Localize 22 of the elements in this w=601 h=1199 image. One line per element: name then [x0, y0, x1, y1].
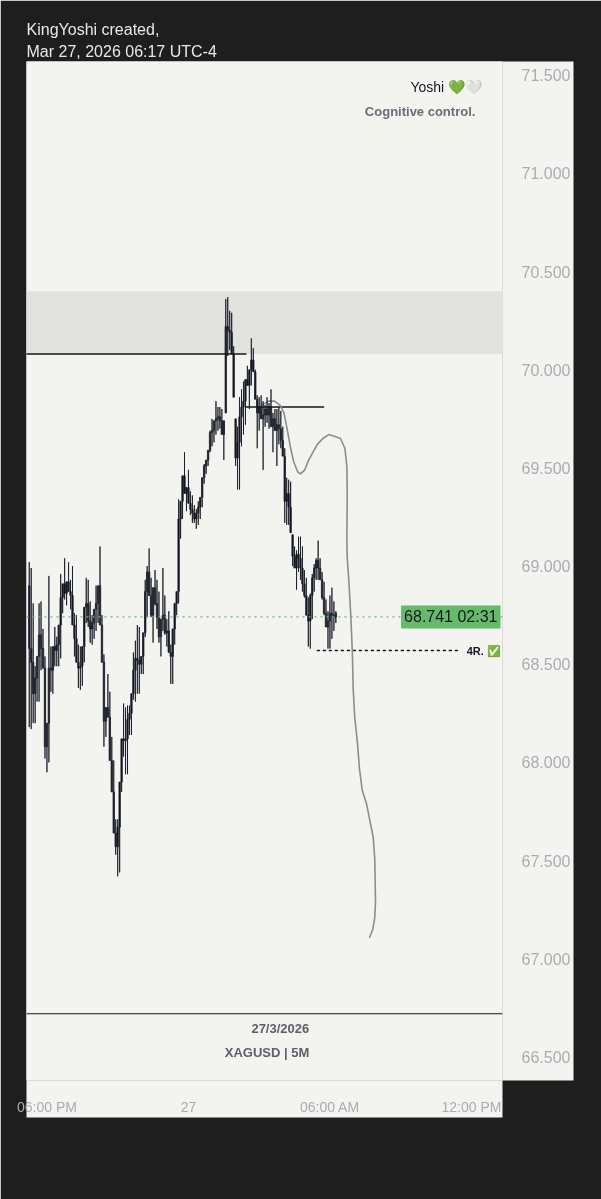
x-tick-label: 12:00 PM	[441, 1098, 502, 1115]
annotation: Yoshi 💚🤍	[410, 79, 484, 96]
y-tick-label: 71.500	[521, 67, 571, 85]
chart-subtitle: Mar 27, 2026 06:17 UTC-4	[26, 42, 217, 60]
y-tick-label: 68.500	[521, 656, 571, 674]
annotation: 27/3/2026	[251, 1021, 310, 1037]
y-tick-label: 66.500	[521, 1048, 571, 1066]
annotation: XAGUSD | 5M	[224, 1044, 310, 1060]
x-tick-label: 27	[180, 1098, 197, 1115]
chart-title: KingYoshi created,	[26, 20, 160, 38]
annotation: 4R. ✅	[466, 644, 501, 658]
y-tick-label: 70.500	[521, 263, 571, 281]
y-tick-label: 71.000	[521, 165, 571, 183]
annotation: Cognitive control.	[364, 103, 476, 119]
y-tick-label: 70.000	[521, 361, 571, 379]
ref-line-label: 68.741 02:31	[404, 608, 498, 626]
y-tick-label: 69.000	[521, 558, 571, 576]
y-tick-label: 69.500	[521, 459, 571, 477]
y-tick-label: 67.000	[521, 950, 571, 968]
y-tick-label: 67.500	[521, 852, 571, 870]
y-tick-label: 68.000	[521, 754, 571, 772]
x-tick-label: 06:00 AM	[299, 1098, 360, 1115]
